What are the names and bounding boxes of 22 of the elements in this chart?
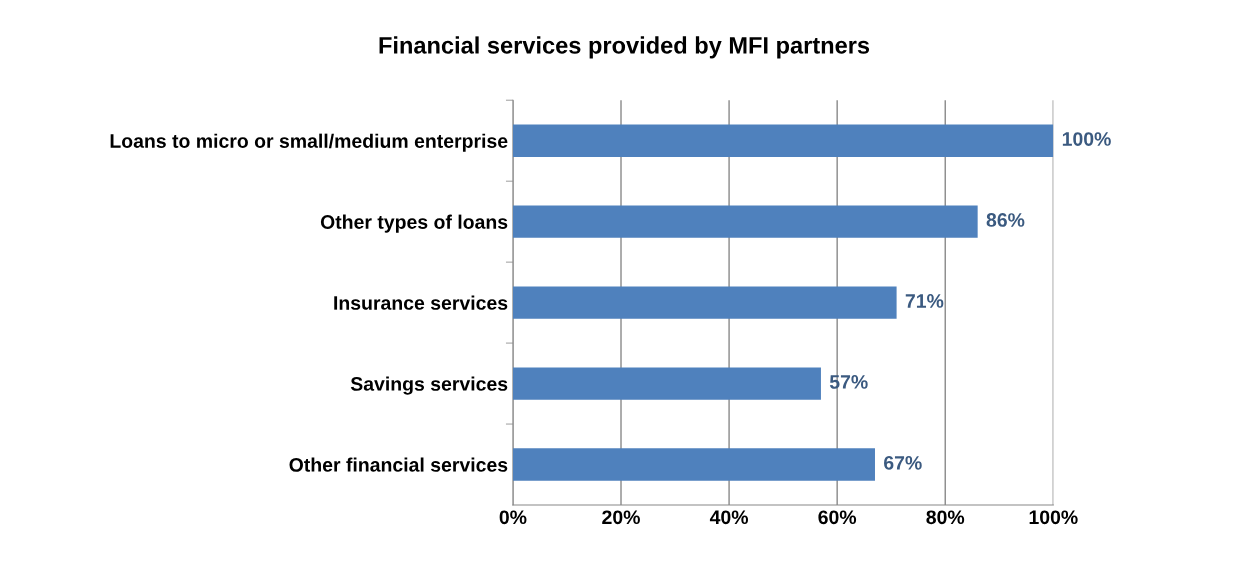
data-label: 86% [986, 213, 1025, 227]
y-tick-label: Loans to micro or small/medium enterprise [110, 133, 508, 152]
bar [512, 286, 897, 319]
x-tick-label: 40% [709, 510, 749, 525]
data-label: 71% [905, 294, 944, 308]
x-tick-label: 20% [602, 510, 640, 525]
data-label: 57% [829, 375, 868, 389]
chart-title: Financial services provided by MFI partners [379, 36, 870, 59]
y-tick-label: Other types of loans [320, 214, 508, 233]
bar [512, 124, 1054, 157]
data-label: 67% [884, 455, 922, 470]
x-tick-label: 60% [818, 510, 857, 525]
x-tick-label: 0% [499, 510, 527, 525]
x-tick-label: 100% [1029, 510, 1078, 525]
y-tick-label: Insurance services [334, 295, 508, 310]
y-tick-label: Other financial services [289, 457, 508, 472]
y-tick-label: Savings services [350, 376, 508, 395]
data-label: 100% [1062, 132, 1111, 146]
bar [512, 367, 821, 400]
bar [512, 205, 978, 238]
bar [512, 448, 875, 481]
x-tick-label: 80% [926, 510, 965, 525]
